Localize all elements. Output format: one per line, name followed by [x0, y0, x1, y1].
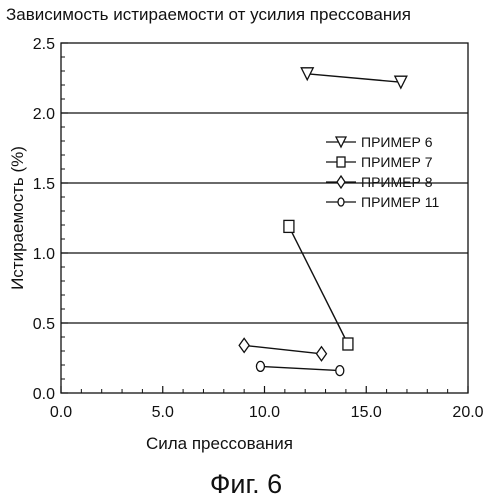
legend-item: ПРИМЕР 8	[326, 174, 433, 190]
legend-item: ПРИМЕР 7	[326, 154, 433, 170]
legend-item: ПРИМЕР 11	[326, 194, 439, 210]
plot-frame	[61, 43, 468, 393]
tick-label-y: 2.0	[33, 106, 55, 123]
marker-square	[337, 157, 345, 167]
series-3	[239, 338, 326, 360]
y-axis-label: Истираемость (%)	[8, 146, 27, 290]
tick-label-y: 1.5	[33, 176, 55, 193]
chart-title: Зависимость истираемости от усилия пресс…	[6, 5, 411, 24]
tick-label-x: 10.0	[249, 404, 280, 421]
series-line	[307, 74, 401, 82]
legend-label: ПРИМЕР 11	[361, 194, 439, 210]
legend-label: ПРИМЕР 7	[361, 154, 433, 170]
series-2	[284, 220, 353, 350]
tick-label-y: 0.5	[33, 316, 55, 333]
legend: ПРИМЕР 6 ПРИМЕР 7 ПРИМЕР 8 ПРИМЕР 11	[326, 134, 439, 210]
marker-diamond	[316, 347, 326, 361]
tick-label-y: 1.0	[33, 246, 55, 263]
marker-circle	[256, 361, 264, 371]
series-line	[289, 226, 348, 344]
series-line	[260, 366, 339, 370]
legend-label: ПРИМЕР 8	[361, 174, 433, 190]
marker-circle	[336, 366, 344, 376]
tick-label-x: 5.0	[152, 404, 174, 421]
marker-square	[284, 220, 294, 232]
marker-square	[343, 338, 353, 350]
x-axis-label: Сила прессования	[146, 434, 293, 453]
tick-label-x: 15.0	[351, 404, 382, 421]
series	[239, 68, 407, 376]
figure-caption: Фиг. 6	[210, 469, 282, 499]
marker-diamond	[337, 176, 345, 188]
legend-item: ПРИМЕР 6	[326, 134, 433, 150]
series-4	[256, 361, 343, 375]
tick-label-y: 0.0	[33, 386, 55, 403]
tick-label-y: 2.5	[33, 36, 55, 53]
tick-label-x: 20.0	[452, 404, 483, 421]
marker-diamond	[239, 338, 249, 352]
marker-circle	[338, 198, 344, 206]
series-line	[244, 345, 321, 353]
series-1	[301, 68, 407, 88]
legend-label: ПРИМЕР 6	[361, 134, 433, 150]
tick-label-x: 0.0	[50, 404, 72, 421]
